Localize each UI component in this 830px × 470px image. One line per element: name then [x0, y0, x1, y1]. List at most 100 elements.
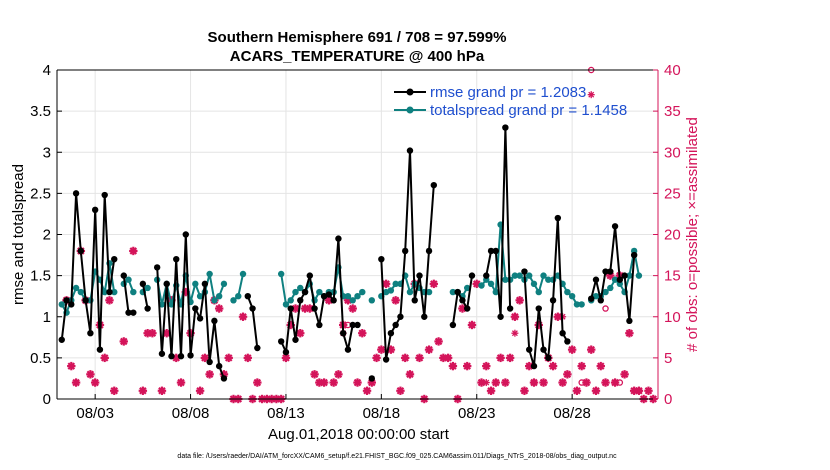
- totalspread-point: [196, 292, 204, 300]
- obs-possible-marker: [400, 353, 410, 363]
- obs-stroke: [310, 370, 319, 379]
- obs-possible-marker: [582, 378, 591, 387]
- obs-possible-marker: [520, 386, 529, 395]
- obs-possible-marker: [434, 337, 443, 346]
- rmse-point: [158, 350, 166, 357]
- rmse-point: [387, 330, 395, 337]
- rmse-point: [421, 313, 428, 320]
- obs-stroke: [253, 378, 262, 387]
- rmse-point: [611, 223, 619, 230]
- obs-stroke: [320, 378, 328, 387]
- obs-stroke: [463, 362, 471, 370]
- obs-stroke: [406, 370, 414, 379]
- rmse-point: [492, 247, 500, 255]
- obs-possible-marker: [71, 378, 81, 387]
- rmse-point: [139, 280, 147, 288]
- rmse-point: [592, 276, 600, 283]
- rmse-point: [630, 251, 638, 259]
- rmse-point: [378, 255, 385, 263]
- obs-stroke: [129, 247, 138, 255]
- obs-possible-marker: [238, 312, 248, 321]
- obs-stroke: [558, 378, 567, 387]
- obs-assimilated-marker: [511, 329, 519, 337]
- obs-stroke: [306, 304, 314, 313]
- rmse-point: [497, 313, 504, 320]
- obs-possible-marker: [558, 378, 567, 387]
- obs-possible-marker: [348, 304, 357, 313]
- obs-possible-marker: [119, 337, 128, 346]
- obs-possible-marker: [463, 361, 472, 371]
- rmse-point: [554, 214, 562, 222]
- totalspread-point: [125, 276, 132, 283]
- rmse-line: [485, 127, 512, 317]
- obs-stroke: [377, 345, 386, 354]
- chart-title-line-1: Southern Hemisphere 691 / 708 = 97.599%: [208, 29, 507, 46]
- x-tick-label: 08/13: [267, 405, 305, 422]
- obs-stroke: [596, 362, 605, 370]
- x-tick-label: 08/23: [458, 405, 496, 422]
- obs-stroke: [577, 362, 586, 370]
- obs-possible-marker: [596, 361, 605, 371]
- rmse-point: [487, 247, 495, 255]
- y-tick-label: 1.5: [30, 268, 51, 285]
- obs-stroke: [506, 354, 514, 362]
- rmse-point: [607, 268, 614, 275]
- obs-possible-marker: [539, 378, 548, 387]
- obs-assimilated-marker: [587, 91, 595, 99]
- rmse-point: [344, 346, 352, 353]
- rmse-line: [590, 226, 636, 322]
- y-tick-label: 3: [43, 144, 51, 161]
- rmse-point: [96, 346, 104, 353]
- rmse-point: [68, 301, 75, 308]
- totalspread-point: [230, 297, 237, 304]
- y-right-tick-label: 35: [664, 103, 681, 120]
- obs-possible-marker: [443, 353, 453, 363]
- obs-stroke: [201, 354, 209, 362]
- rmse-point: [526, 346, 533, 353]
- totalspread-point: [344, 292, 352, 300]
- obs-stroke: [592, 386, 600, 395]
- rmse-point: [101, 191, 108, 199]
- rmse-point: [254, 344, 261, 352]
- rmse-line: [60, 193, 116, 350]
- rmse-point: [168, 353, 175, 360]
- obs-possible-marker: [601, 378, 610, 387]
- chart-title-line-2: ACARS_TEMPERATURE @ 400 hPa: [230, 48, 485, 65]
- obs-possible-marker: [362, 386, 372, 395]
- rmse-point: [540, 346, 547, 353]
- obs-stroke: [425, 345, 433, 354]
- obs-stroke: [296, 329, 305, 337]
- obs-stroke: [162, 329, 171, 337]
- obs-stroke: [382, 280, 390, 288]
- obs-possible-marker: [138, 386, 148, 395]
- obs-stroke: [573, 386, 581, 395]
- obs-stroke: [472, 280, 481, 288]
- obs-possible-marker: [486, 386, 496, 395]
- rmse-point: [502, 124, 509, 131]
- rmse-point: [63, 297, 70, 304]
- obs-possible-marker: [396, 386, 405, 395]
- totalspread-point: [545, 276, 552, 283]
- rmse-point: [192, 305, 199, 312]
- obs-possible-marker: [353, 378, 362, 387]
- obs-possible-marker: [448, 361, 458, 371]
- obs-stroke: [520, 386, 529, 395]
- rmse-point: [316, 321, 323, 329]
- totalspread-point: [297, 284, 304, 292]
- rmse-point: [339, 330, 347, 337]
- rmse-point: [144, 305, 151, 312]
- y-tick-label: 1: [43, 309, 51, 326]
- obs-stroke: [329, 378, 338, 387]
- obs-possible-marker: [157, 386, 167, 395]
- obs-stroke: [487, 386, 495, 395]
- totalspread-point: [425, 288, 433, 296]
- totalspread-point: [354, 292, 361, 300]
- totalspread-point: [211, 297, 218, 304]
- legend-rmse-label: rmse grand pr = 1.2083: [430, 84, 586, 101]
- totalspread-point: [573, 301, 581, 308]
- obs-possible-marker: [572, 386, 582, 395]
- obs-possible-marker: [319, 378, 329, 387]
- rmse-point: [163, 280, 170, 288]
- obs-possible-marker: [105, 296, 114, 305]
- rmse-point: [397, 313, 404, 320]
